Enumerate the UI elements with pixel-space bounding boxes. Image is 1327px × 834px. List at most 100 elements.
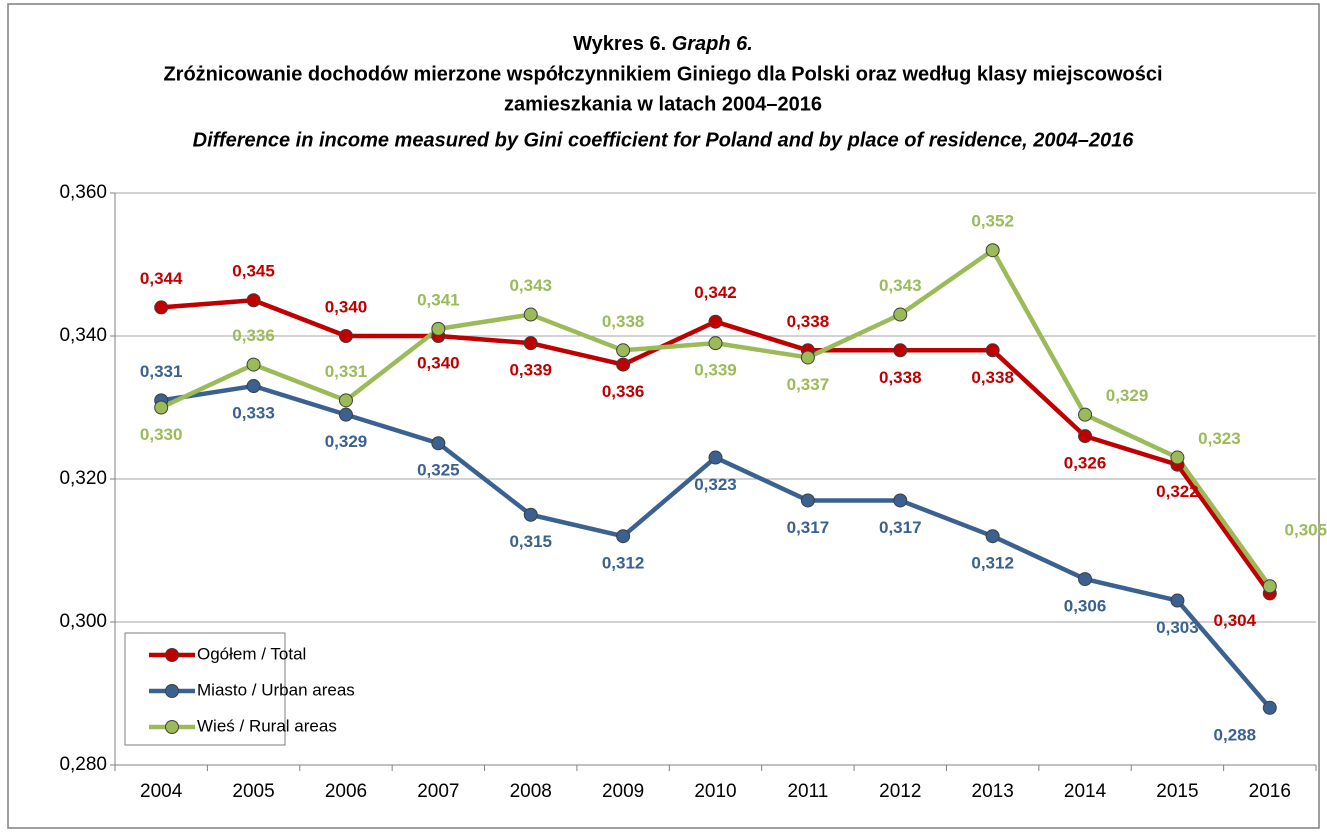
- x-tick-label: 2005: [232, 781, 274, 802]
- point: [338, 407, 353, 422]
- point: [338, 393, 353, 408]
- data-label: 0,323: [1198, 429, 1241, 448]
- legend-label: Ogółem / Total: [197, 644, 306, 663]
- data-label: 0,343: [509, 276, 552, 295]
- point: [523, 307, 538, 322]
- x-tick-label: 2006: [325, 781, 367, 802]
- data-label: 0,329: [1106, 386, 1149, 405]
- data-label: 0,343: [879, 276, 922, 295]
- y-tick-label: 0,360: [59, 182, 107, 203]
- point: [523, 336, 538, 351]
- point: [246, 379, 261, 394]
- point: [893, 493, 908, 508]
- point: [246, 293, 261, 308]
- point: [1170, 450, 1185, 465]
- point: [1262, 579, 1277, 594]
- x-tick-label: 2010: [694, 781, 736, 802]
- x-tick-label: 2016: [1249, 781, 1291, 802]
- legend-marker: [165, 648, 179, 662]
- data-label: 0,336: [602, 382, 645, 401]
- data-label: 0,345: [232, 262, 275, 281]
- data-label: 0,305: [1285, 521, 1327, 540]
- chart-title-label: Wykres 6. Graph 6.: [573, 33, 753, 55]
- y-tick-label: 0,300: [59, 611, 107, 632]
- data-label: 0,329: [325, 432, 368, 451]
- data-label: 0,325: [417, 461, 460, 480]
- point: [985, 343, 1000, 358]
- point: [985, 529, 1000, 544]
- chart-title: Zróżnicowanie dochodów mierzone współczy…: [163, 63, 1162, 85]
- data-label: 0,303: [1156, 618, 1199, 637]
- y-tick-label: 0,320: [59, 468, 107, 489]
- point: [1262, 700, 1277, 715]
- data-label: 0,323: [694, 475, 737, 494]
- data-label: 0,339: [694, 361, 737, 380]
- data-label: 0,288: [1214, 725, 1257, 744]
- data-label: 0,338: [879, 368, 922, 387]
- data-label: 0,312: [602, 554, 645, 573]
- point: [1170, 593, 1185, 608]
- data-label: 0,330: [140, 425, 183, 444]
- data-label: 0,337: [787, 375, 830, 394]
- title-label: Wykres 6.: [573, 33, 666, 55]
- legend-marker: [165, 720, 179, 734]
- data-label: 0,344: [140, 269, 183, 288]
- point: [1078, 572, 1093, 587]
- point: [800, 350, 815, 365]
- point: [154, 300, 169, 315]
- data-label: 0,342: [694, 283, 737, 302]
- data-label: 0,341: [417, 290, 460, 309]
- x-tick-label: 2015: [1156, 781, 1198, 802]
- data-label: 0,315: [509, 532, 552, 551]
- point: [800, 493, 815, 508]
- data-label: 0,338: [971, 368, 1014, 387]
- x-tick-label: 2013: [972, 781, 1014, 802]
- data-label: 0,331: [325, 362, 368, 381]
- point: [154, 400, 169, 415]
- point: [616, 529, 631, 544]
- point: [246, 357, 261, 372]
- x-tick-label: 2004: [140, 781, 183, 802]
- title-label-en: Graph 6.: [672, 33, 753, 55]
- data-label: 0,340: [417, 353, 460, 372]
- x-tick-label: 2009: [602, 781, 644, 802]
- data-label: 0,340: [325, 297, 368, 316]
- point: [1078, 429, 1093, 444]
- x-tick-label: 2012: [879, 781, 921, 802]
- y-tick-label: 0,280: [59, 754, 107, 775]
- y-tick-label: 0,340: [59, 325, 107, 346]
- data-label: 0,317: [787, 518, 830, 537]
- point: [338, 329, 353, 343]
- data-label: 0,304: [1214, 611, 1257, 630]
- data-label: 0,336: [232, 326, 275, 345]
- chart-title: zamieszkania w latach 2004–2016: [504, 93, 822, 115]
- point: [616, 357, 631, 372]
- point: [616, 343, 631, 358]
- legend-label: Wieś / Rural areas: [197, 716, 337, 735]
- point: [708, 314, 723, 329]
- x-tick-label: 2014: [1064, 781, 1107, 802]
- point: [893, 343, 908, 358]
- point: [523, 507, 538, 522]
- data-label: 0,338: [602, 312, 645, 331]
- point: [893, 307, 908, 322]
- point: [985, 243, 1000, 258]
- legend-label: Miasto / Urban areas: [197, 680, 355, 699]
- data-label: 0,322: [1156, 482, 1199, 501]
- x-tick-label: 2007: [417, 781, 459, 802]
- data-label: 0,352: [971, 212, 1014, 231]
- point: [431, 436, 446, 451]
- point: [708, 450, 723, 465]
- point: [1078, 407, 1093, 422]
- data-label: 0,317: [879, 518, 922, 537]
- x-tick-label: 2011: [787, 781, 828, 802]
- data-label: 0,312: [971, 554, 1014, 573]
- point: [431, 321, 446, 336]
- data-label: 0,326: [1064, 454, 1107, 473]
- chart-subtitle: Difference in income measured by Gini co…: [193, 129, 1135, 151]
- data-label: 0,306: [1064, 597, 1107, 616]
- data-label: 0,338: [787, 312, 830, 331]
- point: [708, 336, 723, 351]
- data-label: 0,339: [509, 361, 552, 380]
